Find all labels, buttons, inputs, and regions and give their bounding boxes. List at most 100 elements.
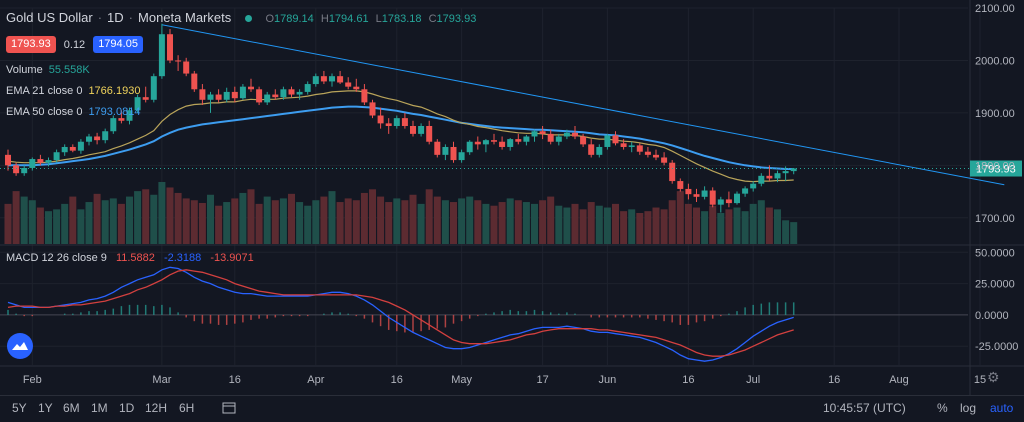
volume-bar (69, 196, 77, 244)
volume-bar (393, 198, 401, 244)
volume-bar (117, 203, 125, 244)
volume-bar (579, 209, 587, 244)
volume-bar (498, 202, 506, 244)
candle-body (636, 145, 643, 152)
candle-body (167, 34, 173, 61)
volume-bar (660, 209, 668, 244)
candle-body (353, 86, 360, 90)
timeframe-5y[interactable]: 5Y (12, 401, 27, 415)
candle-body (280, 89, 287, 98)
volume-bar (547, 196, 555, 244)
candle-body (158, 34, 165, 77)
macd-legend[interactable]: MACD 12 26 close 9 11.5882 -2.3188 -13.9… (6, 252, 254, 264)
candle-body (110, 118, 117, 132)
candle-body (701, 190, 708, 197)
timeframe-6m[interactable]: 6M (63, 401, 80, 415)
time-tick-label: Mar (152, 374, 171, 386)
symbol-name[interactable]: Gold US Dollar (6, 10, 93, 25)
volume-bar (506, 198, 514, 244)
macd-tick-label: 0.0000 (975, 310, 1009, 322)
sell-button[interactable]: 1793.93 (6, 36, 56, 53)
candle-body (337, 76, 344, 83)
candle-body (539, 131, 546, 134)
volume-bar (668, 200, 676, 244)
volume-bar (490, 205, 498, 244)
candle-body (442, 146, 449, 155)
volume-bar (693, 207, 700, 244)
candle-body (790, 168, 797, 172)
candle-body (304, 84, 311, 92)
timeframe-1m[interactable]: 1M (91, 401, 108, 415)
volume-bar (539, 200, 547, 244)
macd-line (7, 266, 794, 362)
ema50-legend[interactable]: EMA 50 close 0 1793.0814 (6, 106, 141, 118)
volume-bar (441, 200, 449, 244)
ema50-path (8, 105, 794, 170)
time-tick-label: 15 (974, 374, 986, 386)
candle-body (604, 135, 611, 147)
volume-legend[interactable]: Volume 55.558K (6, 64, 90, 76)
log-scale-button[interactable]: log (960, 401, 977, 415)
interval[interactable]: 1D (107, 10, 124, 25)
time-tick-label: 16 (391, 374, 403, 386)
trend-line[interactable] (161, 24, 1005, 186)
volume-bar (231, 198, 239, 244)
candle-body (499, 141, 506, 147)
candle-body (77, 141, 84, 151)
volume-bar (296, 202, 304, 244)
candle-body (13, 165, 20, 174)
candle-body (563, 132, 570, 137)
date-range-icon[interactable] (222, 401, 236, 417)
clock[interactable]: 10:45:57 (UTC) (823, 401, 906, 415)
volume-bar (336, 202, 344, 244)
volume-bar (247, 189, 255, 244)
candle-body (774, 173, 781, 179)
auto-scale-button[interactable]: auto (990, 401, 1014, 415)
candle-body (385, 123, 392, 126)
candle-body (466, 141, 473, 153)
macd-pane (0, 266, 968, 362)
candle-body (418, 126, 425, 134)
volume-bar (12, 191, 20, 244)
volume-bar (263, 196, 271, 244)
volume-bar (312, 200, 320, 244)
timeframe-6h[interactable]: 6H (179, 401, 195, 415)
volume-bar (595, 205, 603, 244)
volume-bar (20, 196, 28, 244)
timeframe-1y[interactable]: 1Y (38, 401, 53, 415)
candle-body (661, 157, 668, 163)
candle-body (37, 159, 44, 163)
volume-bar (134, 191, 142, 244)
candle-body (86, 136, 92, 142)
candle-body (458, 152, 465, 161)
candle-body (191, 73, 198, 90)
candle-body (401, 118, 408, 126)
candle-body (369, 102, 376, 116)
timeframe-12h[interactable]: 12H (145, 401, 168, 415)
candle-body (256, 89, 263, 103)
volume-bar (684, 203, 692, 244)
trendline-path (161, 24, 1005, 186)
signal-line (7, 269, 794, 357)
volume-bar (717, 213, 725, 244)
ema21-legend[interactable]: EMA 21 close 0 1766.1930 (6, 85, 141, 97)
volume-bar (555, 205, 563, 244)
volume-bar (514, 200, 522, 244)
timeframe-1d[interactable]: 1D (119, 401, 135, 415)
volume-bar (166, 187, 174, 244)
volume-bar (563, 207, 571, 244)
candle-body (126, 110, 133, 121)
candle-body (588, 144, 595, 155)
volume-bar (644, 211, 652, 244)
buy-button[interactable]: 1794.05 (93, 36, 143, 53)
volume-bar (385, 202, 393, 244)
percent-scale-button[interactable]: % (937, 401, 948, 415)
volume-bar (101, 200, 109, 244)
volume-bar (417, 203, 425, 244)
settings-gear-icon[interactable]: ⚙ (987, 369, 1000, 385)
logo-icon[interactable] (7, 333, 33, 359)
candle-body (183, 61, 190, 74)
candle-body (555, 136, 562, 142)
candle-body (272, 94, 279, 98)
